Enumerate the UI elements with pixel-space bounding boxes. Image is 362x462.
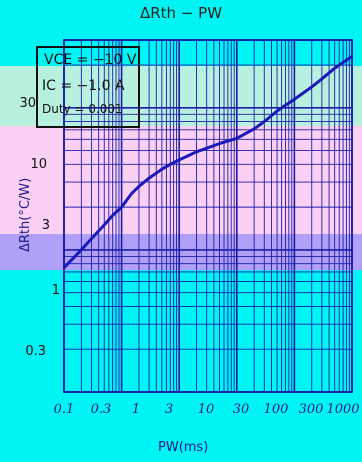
x-tick-label: 3 [164, 402, 174, 417]
band-pink [0, 126, 362, 234]
x-tick-label: 300 [298, 402, 324, 417]
band-mint [0, 66, 362, 126]
x-tick-label: 10 [197, 402, 215, 417]
condition-vce: VCE = −10 V [44, 52, 137, 68]
y-tick-label: 1 [51, 283, 60, 298]
x-axis-label: PW(ms) [158, 440, 209, 455]
x-tick-label: 1000 [326, 402, 360, 417]
x-tick-label: 100 [263, 402, 289, 417]
x-tick-label: 0.1 [53, 402, 75, 417]
x-tick-label: 1 [131, 402, 141, 417]
plot-frame [63, 39, 353, 393]
condition-duty: Duty = 0.001 [42, 102, 123, 116]
x-tick-label: 0.3 [90, 402, 112, 417]
y-tick-label: 3 [41, 218, 50, 233]
y-tick-label: 10 [30, 157, 47, 172]
x-tick-label: 30 [232, 402, 250, 417]
chart-title: ΔRth − PW [139, 4, 223, 22]
y-tick-label: 30 [19, 96, 36, 111]
y-axis-label: ΔRth(°C/W) [18, 177, 33, 252]
y-tick-label: 0.3 [25, 344, 46, 359]
conditions-box [36, 46, 140, 128]
condition-ic: IC = −1.0 A [42, 78, 125, 94]
delta-rth-curve [62, 55, 353, 269]
